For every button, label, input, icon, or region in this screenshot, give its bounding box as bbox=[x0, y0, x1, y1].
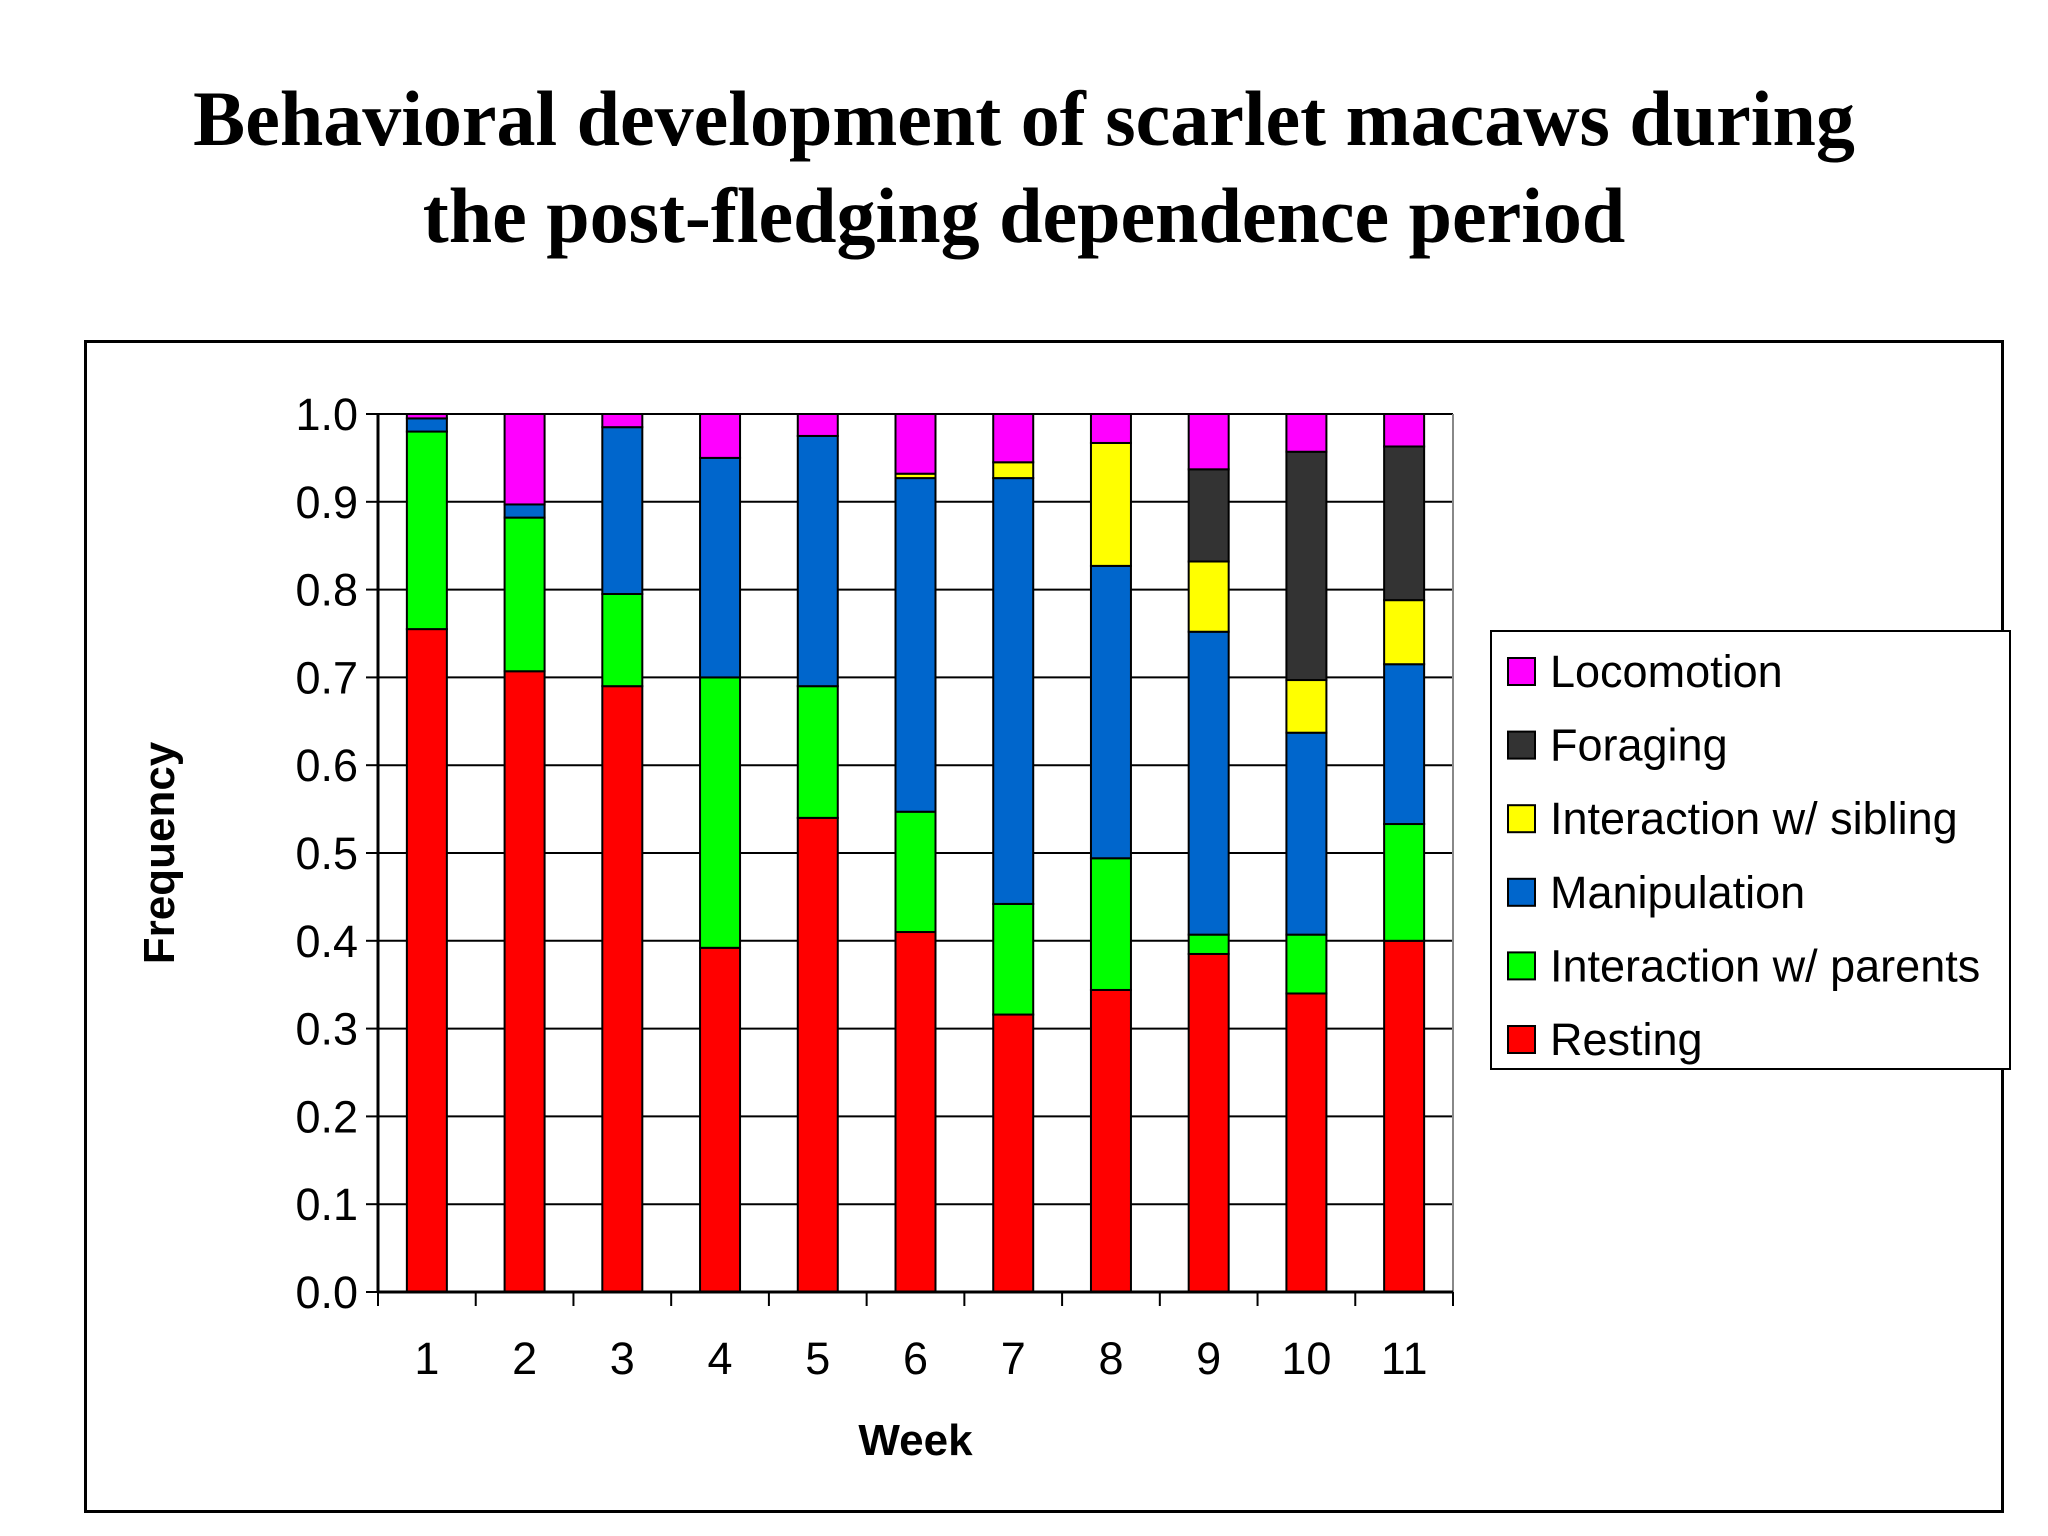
x-tick-label: 6 bbox=[903, 1333, 928, 1384]
legend-box bbox=[1490, 630, 2011, 1070]
x-tick-label: 9 bbox=[1196, 1333, 1221, 1384]
bar-segment bbox=[405, 430, 448, 631]
bar-segment bbox=[503, 516, 546, 673]
y-tick-label: 0.5 bbox=[295, 828, 358, 879]
bar-segment bbox=[1187, 952, 1230, 1293]
chart-title-line-1: Behavioral development of scarlet macaws… bbox=[193, 75, 1855, 162]
bar-segment bbox=[1285, 731, 1328, 936]
bar-segment bbox=[1187, 413, 1230, 471]
x-tick-label: 7 bbox=[1001, 1333, 1026, 1384]
legend-swatch bbox=[1507, 877, 1536, 907]
bar-segment bbox=[992, 477, 1035, 905]
legend-label: Manipulation bbox=[1550, 867, 1805, 918]
bar-segment bbox=[1187, 933, 1230, 955]
bar-segment bbox=[796, 413, 839, 437]
bar-segment bbox=[405, 417, 448, 433]
bar-segment bbox=[1383, 413, 1426, 448]
x-tick-label: 11 bbox=[1381, 1333, 1428, 1384]
bar-segment bbox=[992, 1013, 1035, 1293]
y-tick-label: 0.1 bbox=[295, 1179, 358, 1230]
bar-segment bbox=[1187, 560, 1230, 633]
bar-segment bbox=[992, 461, 1035, 480]
bar-segment bbox=[1089, 988, 1132, 1294]
y-tick-label: 0.0 bbox=[295, 1267, 358, 1318]
bar-segment bbox=[1383, 599, 1426, 666]
x-tick-label: 4 bbox=[708, 1333, 733, 1384]
x-axis-title: Week bbox=[858, 1416, 973, 1465]
bar-segment bbox=[601, 426, 644, 595]
bar-segment bbox=[1187, 630, 1230, 936]
bar-segment bbox=[1089, 413, 1132, 444]
legend-swatch bbox=[1507, 657, 1536, 686]
bar-segment bbox=[503, 670, 546, 1293]
legend-label: Locomotion bbox=[1550, 646, 1783, 697]
bar-segment bbox=[1285, 413, 1328, 453]
bar-segment bbox=[1187, 468, 1230, 563]
bar-segment bbox=[1285, 679, 1328, 734]
x-tick-label: 5 bbox=[805, 1333, 830, 1384]
y-tick-label: 0.4 bbox=[295, 916, 358, 967]
y-tick-label: 0.2 bbox=[295, 1091, 358, 1142]
bar-segment bbox=[796, 685, 839, 819]
legend-swatch bbox=[1507, 951, 1536, 981]
legend: Locomotion Foraging Interaction w/ sibling… bbox=[1490, 630, 2011, 1070]
bar-segment bbox=[601, 592, 644, 688]
bar-segment bbox=[894, 810, 937, 934]
bar-segment bbox=[699, 456, 742, 679]
bar-segment bbox=[894, 477, 937, 813]
bar-segment bbox=[1089, 857, 1132, 991]
bar-segment bbox=[1089, 441, 1132, 567]
legend-label: Interaction w/ sibling bbox=[1550, 793, 1958, 844]
y-tick-label: 0.3 bbox=[295, 1004, 358, 1055]
y-tick-label: 0.7 bbox=[295, 652, 358, 703]
chart-title-line-2: the post-fledging dependence period bbox=[422, 172, 1626, 259]
bar-segment bbox=[601, 413, 644, 429]
x-tick-label: 10 bbox=[1281, 1333, 1331, 1384]
bar-segment bbox=[601, 685, 644, 1293]
bar-segment bbox=[405, 413, 448, 420]
bar-segment bbox=[796, 434, 839, 688]
legend-swatch bbox=[1507, 1025, 1536, 1054]
x-tick-label: 2 bbox=[512, 1333, 537, 1384]
legend-label: Resting bbox=[1550, 1014, 1703, 1065]
bar-segment bbox=[503, 413, 546, 506]
bar-segment bbox=[1285, 933, 1328, 995]
legend-label: Interaction w/ parents bbox=[1550, 940, 1980, 991]
bar-segment bbox=[503, 503, 546, 519]
bar-segment bbox=[699, 413, 742, 459]
bar-segment bbox=[405, 628, 448, 1293]
bar-segment bbox=[796, 816, 839, 1293]
axes: 0.0 0.1 0.2 0.3 0.4 0.5 0.6 0.7 0.8 0.9 1.0 1 2 3 4 5 6 7… bbox=[295, 389, 1454, 1384]
x-tick-label: 1 bbox=[414, 1333, 439, 1384]
chart-title: Behavioral development of scarlet macaws… bbox=[0, 70, 2048, 264]
x-tick-label: 3 bbox=[610, 1333, 635, 1384]
bar-segment bbox=[1383, 445, 1426, 602]
bar-segment bbox=[699, 676, 742, 949]
bar-segment bbox=[1383, 663, 1426, 826]
bar-segment bbox=[1089, 564, 1132, 860]
bar-segment bbox=[992, 902, 1035, 1016]
bars bbox=[405, 413, 1426, 1294]
y-tick-label: 0.6 bbox=[295, 740, 358, 791]
bar-segment bbox=[1285, 450, 1328, 682]
legend-label: Foraging bbox=[1550, 720, 1728, 771]
legend-swatch bbox=[1507, 730, 1536, 760]
bar-segment bbox=[1383, 939, 1426, 1293]
bar-segment bbox=[1285, 992, 1328, 1293]
bar-segment bbox=[699, 946, 742, 1293]
bar-segment bbox=[1383, 823, 1426, 942]
y-tick-label: 0.9 bbox=[295, 477, 358, 528]
x-tick-label: 8 bbox=[1098, 1333, 1123, 1384]
bar-segment bbox=[992, 413, 1035, 464]
bar-segment bbox=[894, 931, 937, 1294]
y-tick-label: 0.8 bbox=[295, 565, 358, 616]
bar-segment bbox=[894, 413, 937, 475]
legend-swatch bbox=[1507, 804, 1536, 834]
y-axis-title: Frequency bbox=[135, 741, 184, 964]
y-tick-label: 1.0 bbox=[295, 389, 358, 440]
